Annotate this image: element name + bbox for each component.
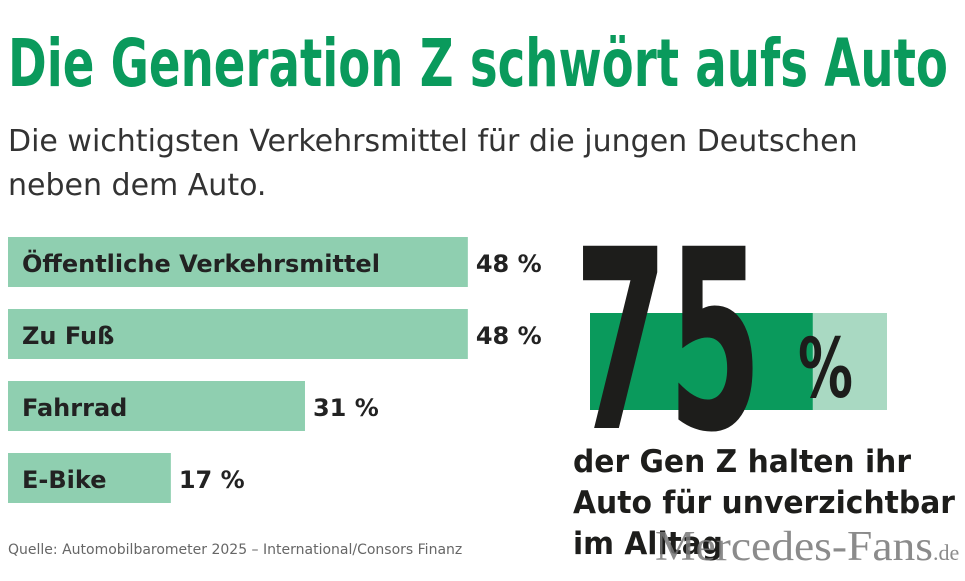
bar [8, 309, 468, 359]
big-number: 75 [574, 196, 762, 487]
highlight-text: Auto für unverzichtbar [573, 485, 956, 521]
category-label: Fahrrad [22, 394, 127, 422]
big-unit: % [798, 322, 853, 417]
subtitle: Die wichtigsten Verkehrsmittel für die j… [8, 124, 858, 159]
chart-title: Die Generation Z schwört aufs Auto [8, 25, 948, 102]
highlight-text: der Gen Z halten ihr [573, 444, 912, 480]
value-label: 31 % [313, 394, 379, 422]
highlight-text: im Alltag [573, 526, 723, 562]
subtitle: neben dem Auto. [8, 168, 266, 203]
bar [8, 381, 305, 431]
category-label: Zu Fuß [22, 322, 114, 350]
bar [8, 453, 171, 503]
value-label: 48 % [476, 250, 542, 278]
value-label: 17 % [179, 466, 245, 494]
value-label: 48 % [476, 322, 542, 350]
watermark-suffix: .de [933, 540, 959, 565]
category-label: Öffentliche Verkehrsmittel [22, 248, 380, 278]
source: Quelle: Automobilbarometer 2025 – Intern… [8, 542, 462, 558]
gauge-fill [590, 313, 813, 410]
bar [8, 237, 468, 287]
category-label: E-Bike [22, 466, 106, 494]
watermark: Mercedes-Fans [655, 524, 933, 570]
